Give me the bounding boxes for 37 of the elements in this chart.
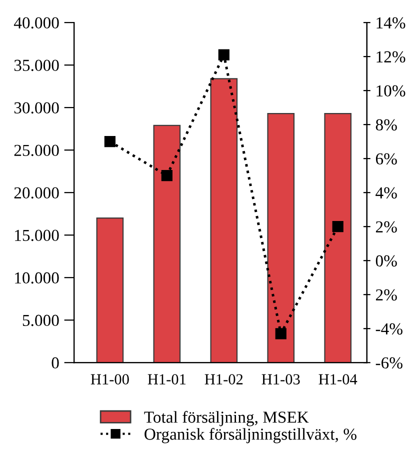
y2-tick-label: 12% <box>376 51 406 63</box>
y2-tick-label: 0% <box>376 255 397 267</box>
legend-label: Organisk försäljningstillväxt, % <box>144 428 356 444</box>
y2-tick-label: 14% <box>376 17 406 29</box>
x-tick-label: H1-00 <box>90 374 129 384</box>
y-tick-label: 30.000 <box>14 102 59 114</box>
point <box>161 170 172 182</box>
y-tick-label: 40.000 <box>14 17 59 29</box>
x-tick-label: H1-04 <box>318 374 358 384</box>
y2-tick-label: 10% <box>376 85 406 97</box>
y2-tick-label: 8% <box>376 119 397 131</box>
y2-tick-label: 6% <box>376 153 397 165</box>
y-tick-label: 35.000 <box>14 60 59 72</box>
point <box>218 49 230 60</box>
bar <box>210 78 238 363</box>
y2-tick-label: -6% <box>376 357 402 369</box>
y2-tick-label: -4% <box>376 323 402 335</box>
bar <box>96 218 124 363</box>
bar <box>153 124 181 363</box>
y2-tick-label: 2% <box>376 289 397 301</box>
y-tick-label: 20.000 <box>14 187 59 199</box>
y-tick-label: 25.000 <box>14 144 59 156</box>
legend-label: Total försäljning, MSEK <box>144 410 309 426</box>
x-tick-label: H1-02 <box>204 374 243 384</box>
point <box>332 221 344 232</box>
y2-tick-label: 4% <box>376 187 397 199</box>
y-tick-label: 10.000 <box>15 272 59 284</box>
y-tick-label: 15.000 <box>15 230 59 242</box>
y2-tick-label: 2% <box>376 221 397 233</box>
bar <box>324 112 352 363</box>
point <box>275 328 286 340</box>
y-tick-label: 0 <box>52 357 59 369</box>
bar <box>267 112 295 363</box>
y-tick-label: 5.000 <box>22 314 59 326</box>
x-tick-label: H1-01 <box>148 374 186 384</box>
point <box>104 136 116 148</box>
x-tick-label: H1-03 <box>262 374 300 384</box>
